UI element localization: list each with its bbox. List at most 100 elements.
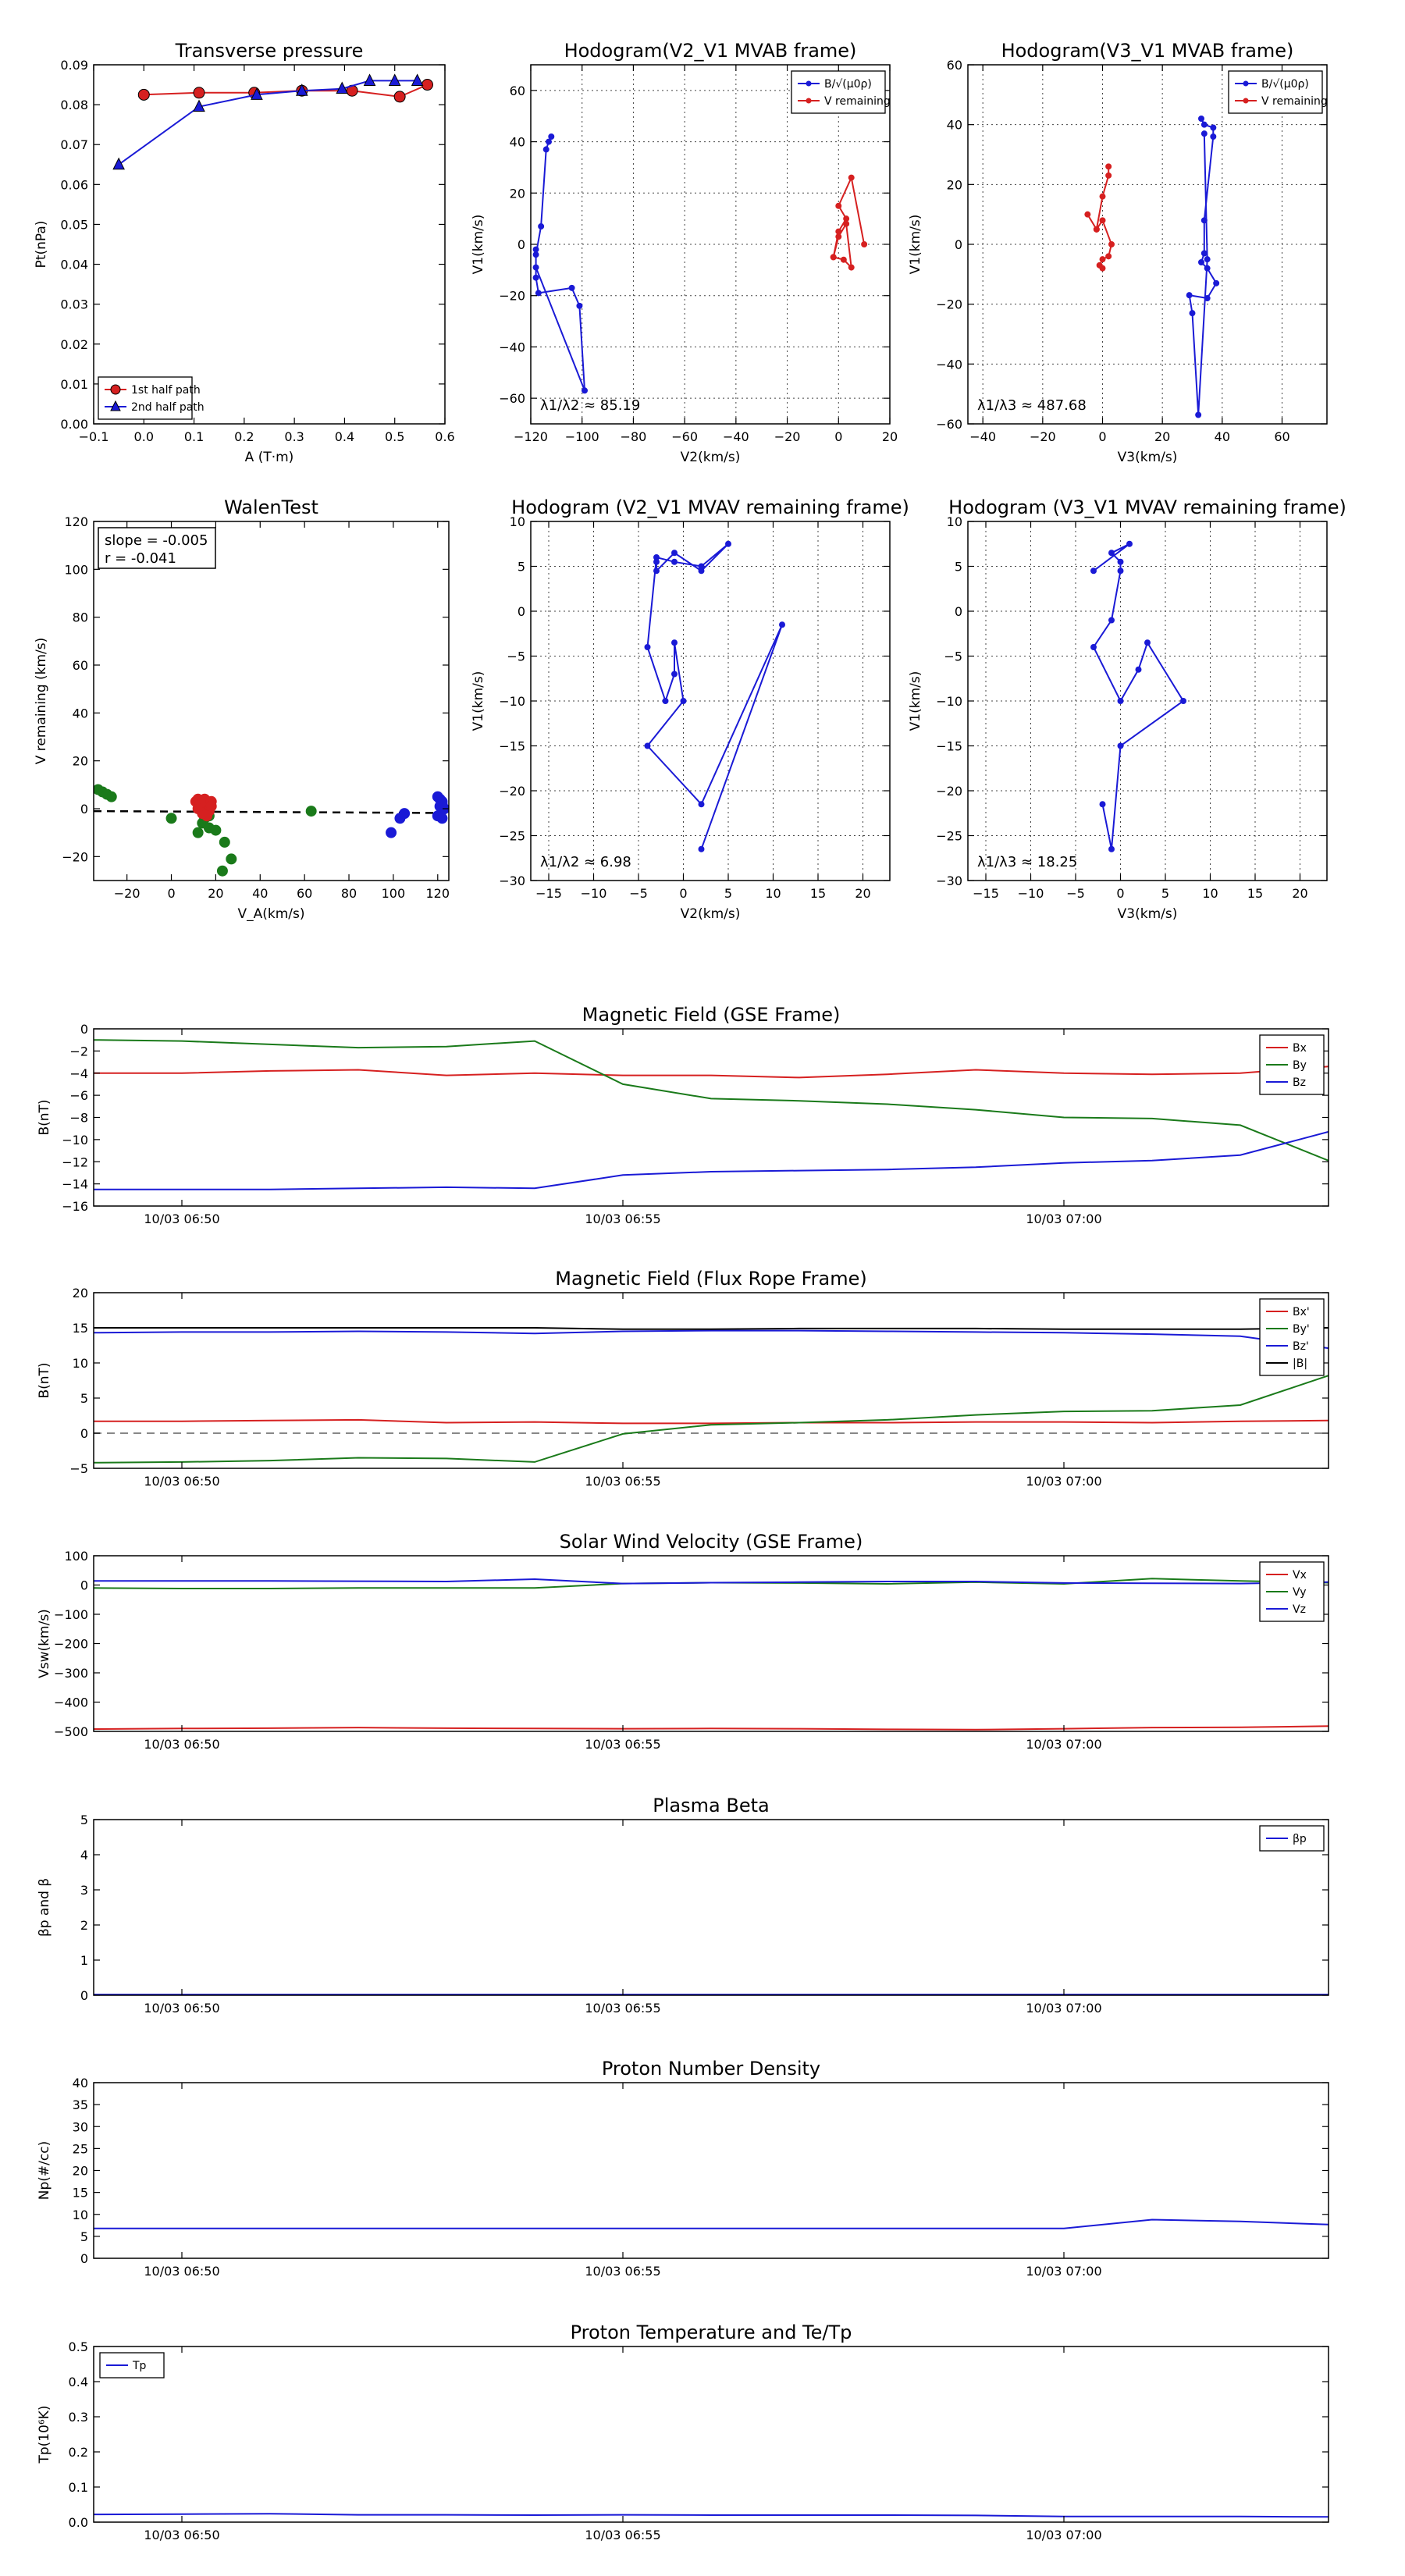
data-point bbox=[1144, 639, 1151, 646]
data-point bbox=[1108, 550, 1115, 557]
data-point bbox=[399, 808, 411, 820]
y-tick-label: 0.07 bbox=[60, 137, 88, 152]
x-tick-label: 10/03 07:00 bbox=[1026, 1737, 1101, 1752]
chart-title: Hodogram(V3_V1 MVAB frame) bbox=[1001, 40, 1294, 62]
legend-label: Vx bbox=[1293, 1569, 1307, 1582]
series-line bbox=[94, 2513, 1329, 2518]
series-bx bbox=[94, 1418, 1329, 1425]
data-point bbox=[1099, 193, 1106, 200]
data-point bbox=[848, 174, 855, 181]
data-point bbox=[1099, 801, 1106, 808]
data-point bbox=[216, 865, 228, 877]
y-tick-label: −20 bbox=[936, 297, 962, 312]
y-axis-label: V remaining (km/s) bbox=[34, 638, 49, 765]
x-tick-label: 60 bbox=[1274, 429, 1289, 444]
chart-title: Plasma Beta bbox=[653, 1795, 769, 1816]
x-tick-label: −0.1 bbox=[79, 429, 109, 444]
data-point bbox=[295, 84, 308, 96]
x-tick-label: −40 bbox=[969, 429, 996, 444]
y-tick-label: 0.01 bbox=[60, 377, 88, 392]
y-tick-label: 120 bbox=[64, 514, 88, 529]
y-axis-label: Tp(10⁶K) bbox=[37, 2405, 52, 2464]
data-point bbox=[662, 698, 669, 704]
data-point bbox=[582, 387, 588, 394]
y-tick-label: −8 bbox=[69, 1111, 88, 1126]
data-point bbox=[535, 290, 542, 297]
series-bx bbox=[94, 1066, 1329, 1079]
legend: Tp bbox=[99, 2352, 165, 2379]
data-point bbox=[848, 264, 855, 271]
series-group bbox=[1090, 540, 1186, 852]
legend: B/√(μ0ρ) V remaining bbox=[1228, 70, 1328, 114]
data-point bbox=[830, 254, 837, 261]
x-tick-label: 10/03 06:50 bbox=[144, 1212, 219, 1226]
x-tick-label: 5 bbox=[724, 886, 732, 901]
data-point bbox=[336, 81, 349, 94]
data-point bbox=[644, 644, 651, 650]
y-tick-label: 20 bbox=[73, 2164, 88, 2179]
y-tick-label: 2 bbox=[80, 1918, 88, 1933]
y-axis-label: B(nT) bbox=[37, 1362, 52, 1398]
plot-frame bbox=[93, 521, 450, 881]
series-b bbox=[94, 1327, 1329, 1330]
y-tick-label: 1 bbox=[80, 1953, 88, 1968]
y-tick-label: −20 bbox=[499, 784, 525, 799]
legend-label: Tp bbox=[132, 2360, 147, 2372]
data-point bbox=[1180, 698, 1186, 704]
x-tick-label: 10/03 06:50 bbox=[144, 2528, 219, 2542]
y-tick-label: 100 bbox=[64, 1549, 88, 1564]
y-tick-label: 5 bbox=[955, 560, 962, 575]
y-tick-label: 0 bbox=[80, 1578, 88, 1593]
x-tick-label: 40 bbox=[1215, 429, 1230, 444]
series-line bbox=[94, 1066, 1329, 1079]
chart-hodogram-v2-v1-mvav: −15 −10 −5 0 5 10 15 20−30−25−20−15−10−50510Hod… bbox=[471, 496, 909, 922]
data-point bbox=[538, 223, 545, 229]
legend-label: B/√(μ0ρ) bbox=[1261, 78, 1309, 91]
data-point bbox=[1105, 253, 1112, 260]
series-s0 bbox=[1090, 540, 1186, 852]
data-point bbox=[1084, 211, 1091, 218]
y-tick-label: 3 bbox=[80, 1883, 88, 1898]
annotation: λ1/λ2 ≈ 85.19 bbox=[540, 397, 640, 414]
legend-label: Vy bbox=[1293, 1586, 1307, 1599]
data-point bbox=[671, 639, 678, 646]
fit-line bbox=[93, 809, 450, 814]
x-tick-label: 100 bbox=[382, 886, 406, 901]
y-tick-label: 10 bbox=[73, 2208, 88, 2222]
data-point bbox=[1198, 259, 1204, 265]
series-group bbox=[94, 784, 449, 877]
x-tick-label: −10 bbox=[581, 886, 607, 901]
data-point bbox=[568, 284, 575, 291]
legend: Vx Vy Vz bbox=[1259, 1561, 1325, 1622]
y-tick-label: −10 bbox=[62, 1133, 88, 1147]
y-tick-label: −200 bbox=[54, 1637, 88, 1652]
y-tick-label: −5 bbox=[69, 1461, 88, 1476]
series-group bbox=[94, 1578, 1329, 1731]
x-tick-label: 0 bbox=[1098, 429, 1106, 444]
y-tick-label: −100 bbox=[54, 1607, 88, 1622]
x-tick-label: 15 bbox=[810, 886, 826, 901]
data-point bbox=[193, 87, 205, 99]
data-point bbox=[1200, 217, 1208, 224]
data-point bbox=[644, 742, 651, 749]
legend-marker bbox=[1243, 80, 1249, 87]
x-tick-label: 0.3 bbox=[284, 429, 304, 444]
y-tick-label: 5 bbox=[80, 1813, 88, 1827]
y-tick-label: 60 bbox=[73, 658, 88, 673]
data-point bbox=[1108, 617, 1115, 624]
y-tick-label: 0.06 bbox=[60, 177, 88, 192]
y-tick-label: 10 bbox=[510, 514, 525, 529]
series-line bbox=[94, 1039, 1329, 1162]
y-tick-label: 0 bbox=[955, 237, 962, 252]
x-tick-label: 10/03 06:50 bbox=[144, 1474, 219, 1489]
y-tick-label: −5 bbox=[944, 649, 962, 664]
data-point bbox=[1105, 163, 1112, 170]
data-point bbox=[1108, 845, 1115, 852]
data-point bbox=[386, 827, 397, 838]
series-b0 bbox=[1186, 116, 1220, 418]
y-tick-label: −15 bbox=[936, 739, 962, 754]
chart-title: Hodogram (V2_V1 MVAV remaining frame) bbox=[511, 496, 909, 518]
data-point bbox=[1117, 558, 1124, 565]
x-tick-label: 0.5 bbox=[385, 429, 404, 444]
chart-hodogram-v3-v1-mvav: −15 −10 −5 0 5 10 15 20−30−25−20−15−10−50510Hod… bbox=[908, 496, 1346, 922]
